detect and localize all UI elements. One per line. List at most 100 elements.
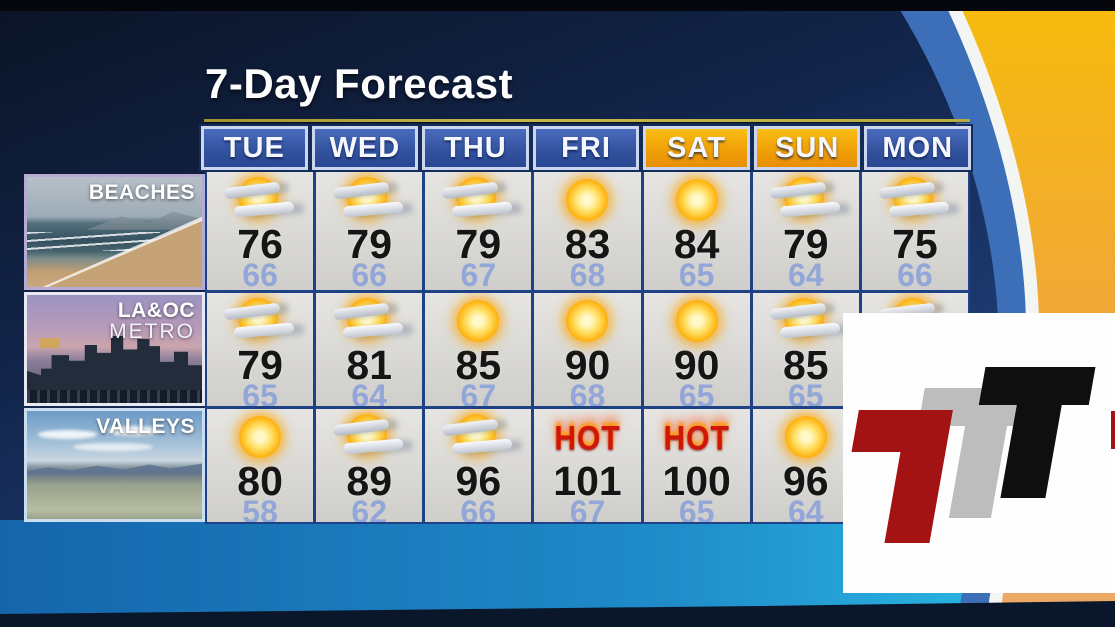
weather-icon: HOT	[222, 412, 298, 464]
low-temp: 67	[460, 378, 497, 406]
high-temp: 79	[782, 221, 829, 267]
logo-black-t	[978, 367, 1096, 498]
sun-icon	[239, 416, 282, 458]
low-temp: 66	[351, 257, 387, 290]
weather-icon: HOT	[331, 175, 407, 227]
region-label-metro: LA&OC METRO	[109, 300, 195, 342]
day-header-sun: SUN	[751, 124, 863, 172]
low-temp: 66	[460, 494, 497, 522]
forecast-cell: HOT9068	[534, 293, 641, 406]
low-temp: 67	[460, 257, 497, 290]
day-header-row: TUE WED THU FRI SAT SUN MON	[199, 124, 974, 172]
high-temp: 96	[782, 458, 829, 504]
low-temp: 65	[678, 494, 715, 522]
low-temp: 66	[897, 257, 933, 290]
low-temp: 62	[351, 494, 387, 522]
day-header-thu: THU	[420, 124, 531, 172]
weather-icon: HOT	[440, 296, 516, 348]
weather-icon: HOT	[659, 175, 735, 227]
metro-city-base	[27, 390, 202, 403]
weather-icon: HOT	[440, 412, 516, 464]
day-label: SAT	[667, 131, 727, 164]
forecast-cell: HOT8962	[316, 409, 423, 522]
weather-icon: HOT	[222, 296, 298, 348]
high-temp: 90	[673, 342, 720, 388]
valley-mountains	[27, 463, 202, 474]
forecast-cell: HOT8058	[207, 409, 314, 522]
low-temp: 68	[569, 257, 606, 290]
top-bar	[0, 0, 1115, 11]
day-header-tue: TUE	[199, 124, 310, 172]
valley-cloud	[107, 426, 160, 436]
hot-icon: HOT	[554, 419, 621, 458]
day-label: WED	[329, 131, 401, 164]
weather-icon: HOT	[331, 412, 407, 464]
low-temp: 67	[569, 494, 606, 522]
weather-icon: HOT	[440, 175, 516, 227]
valleys-photo: VALLEYS	[24, 408, 205, 522]
beaches-photo: BEACHES	[24, 174, 205, 290]
sun-icon	[675, 300, 718, 342]
day-label: THU	[444, 131, 507, 164]
high-temp: 76	[237, 221, 283, 267]
forecast-cell: HOT7967	[425, 172, 532, 290]
weather-icon: HOT	[768, 412, 844, 464]
high-temp: 85	[455, 342, 502, 388]
low-temp: 65	[242, 378, 278, 406]
forecast-cell: HOT8368	[534, 172, 641, 290]
day-label: TUE	[223, 131, 285, 164]
high-temp: 79	[346, 221, 393, 267]
high-temp: 81	[346, 342, 393, 388]
low-temp: 64	[787, 494, 824, 522]
weather-icon: HOT	[659, 412, 735, 464]
day-header-mon: MON	[862, 124, 974, 172]
forecast-cell: HOT 101 67	[534, 409, 641, 522]
day-label: FRI	[561, 131, 611, 164]
logo-red-t	[851, 410, 953, 543]
valley-cloud	[72, 443, 153, 451]
high-temp: 89	[346, 458, 393, 504]
low-temp: 68	[569, 378, 606, 406]
day-header-fri: FRI	[530, 124, 642, 172]
sun-icon	[675, 179, 718, 221]
weather-icon: HOT	[659, 296, 735, 348]
day-label: SUN	[775, 131, 840, 164]
high-temp: 79	[237, 342, 283, 388]
sun-icon	[566, 300, 609, 342]
weather-icon: HOT	[768, 175, 844, 227]
low-temp: 65	[678, 378, 715, 406]
hot-icon: HOT	[663, 419, 730, 458]
forecast-cell: HOT 100 65	[643, 409, 750, 522]
station-logo-box	[843, 313, 1115, 593]
forecast-cell: HOT8565	[752, 293, 859, 406]
high-temp: 96	[455, 458, 502, 504]
sun-icon	[566, 179, 609, 221]
low-temp: 64	[351, 378, 387, 406]
day-header-wed: WED	[309, 124, 421, 172]
region-label-sub: METRO	[109, 320, 195, 343]
forecast-cell: HOT8465	[643, 172, 750, 290]
forecast-cell: HOT9664	[752, 409, 859, 522]
high-temp: 80	[237, 458, 283, 504]
weather-icon: HOT	[549, 175, 625, 227]
forecast-cell: HOT7966	[316, 172, 423, 290]
low-temp: 66	[242, 257, 278, 290]
metro-photo: LA&OC METRO	[24, 292, 205, 406]
forecast-grid: HOT7666 HOT7966 HOT7967 HOT8368 HOT8465 …	[207, 172, 968, 522]
weather-icon: HOT	[222, 175, 298, 227]
high-temp: 90	[564, 342, 611, 388]
low-temp: 65	[678, 257, 715, 290]
region-label-beaches: BEACHES	[88, 181, 195, 204]
weather-icon: HOT	[877, 175, 953, 227]
day-label: MON	[882, 131, 954, 164]
metro-sunlit-tower	[39, 338, 59, 348]
day-header-sat: SAT	[641, 124, 752, 172]
high-temp: 101	[553, 458, 622, 504]
weather-icon: HOT	[549, 296, 625, 348]
weather-icon: HOT	[549, 412, 625, 464]
forecast-cell: HOT7666	[207, 172, 314, 290]
title-underline	[204, 119, 970, 122]
high-temp: 100	[662, 458, 731, 504]
high-temp: 85	[782, 342, 829, 388]
